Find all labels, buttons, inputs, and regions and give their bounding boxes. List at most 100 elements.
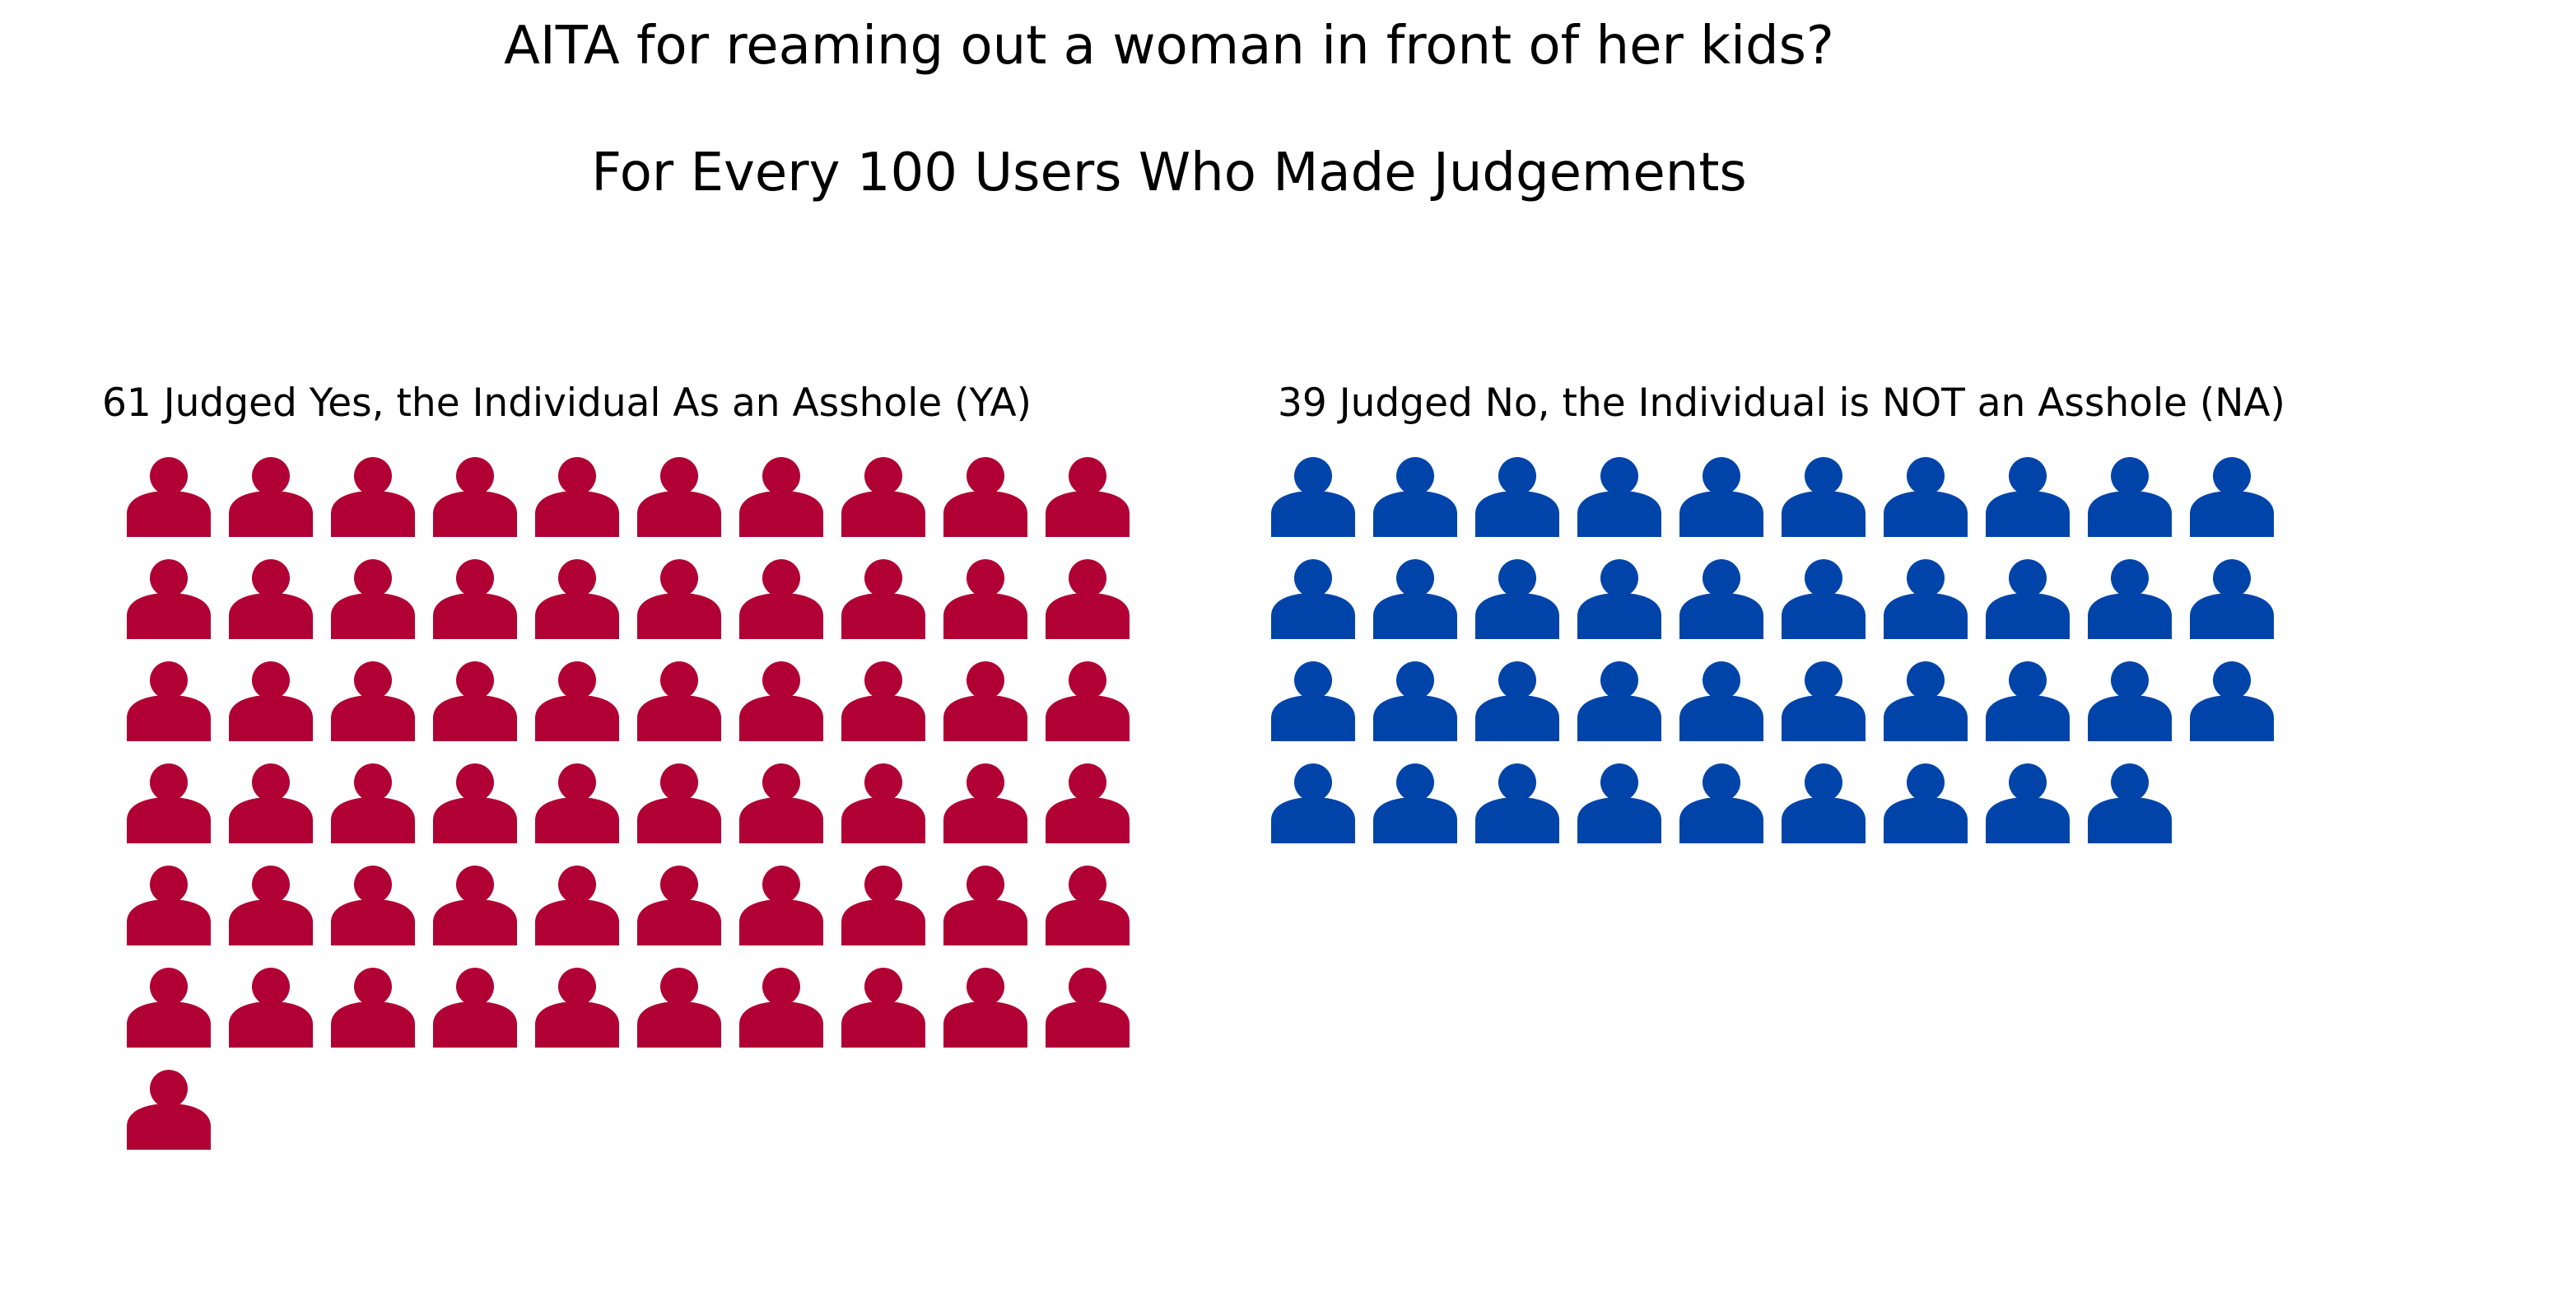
person-icon-ya-34 (433, 763, 517, 843)
person-icon-na-11 (1271, 559, 1355, 639)
person-icon-ya-7 (739, 457, 823, 537)
person-icon-na-28 (1986, 661, 2070, 741)
person-icon-ya-19 (943, 559, 1027, 639)
person-icon-na-5 (1679, 457, 1763, 537)
person-icon-na-23 (1475, 661, 1559, 741)
person-icon-ya-6 (637, 457, 721, 537)
person-icon-na-33 (1475, 763, 1559, 843)
person-icon-ya-33 (331, 763, 415, 843)
person-icon-ya-49 (943, 866, 1027, 945)
person-icon-ya-54 (433, 968, 517, 1048)
person-icon-na-10 (2190, 457, 2274, 537)
person-icon-ya-12 (229, 559, 313, 639)
panel-label-ya: 61 Judged Yes, the Individual As an Assh… (102, 380, 1032, 426)
person-icon-na-36 (1782, 763, 1866, 843)
person-icon-ya-36 (637, 763, 721, 843)
person-icon-na-38 (1986, 763, 2070, 843)
person-icon-ya-10 (1046, 457, 1130, 537)
person-icon-ya-28 (841, 661, 925, 741)
person-icon-ya-23 (331, 661, 415, 741)
person-icon-ya-20 (1046, 559, 1130, 639)
person-icon-na-34 (1577, 763, 1661, 843)
person-icon-na-15 (1679, 559, 1763, 639)
person-icon-na-20 (2190, 559, 2274, 639)
person-icon-ya-13 (331, 559, 415, 639)
person-icon-ya-5 (535, 457, 619, 537)
person-icon-na-17 (1884, 559, 1968, 639)
person-icon-na-37 (1884, 763, 1968, 843)
person-icon-ya-9 (943, 457, 1027, 537)
person-icon-ya-11 (127, 559, 211, 639)
person-icon-ya-35 (535, 763, 619, 843)
person-icon-ya-2 (229, 457, 313, 537)
person-icon-na-7 (1884, 457, 1968, 537)
person-icon-na-3 (1475, 457, 1559, 537)
person-icon-ya-53 (331, 968, 415, 1048)
person-icon-ya-37 (739, 763, 823, 843)
person-icon-ya-43 (331, 866, 415, 945)
person-icon-na-18 (1986, 559, 2070, 639)
person-icon-ya-39 (943, 763, 1027, 843)
person-icon-ya-61 (127, 1070, 211, 1150)
person-icon-na-39 (2088, 763, 2172, 843)
person-icon-ya-57 (739, 968, 823, 1048)
person-icon-na-22 (1373, 661, 1457, 741)
person-icon-na-31 (1271, 763, 1355, 843)
person-icon-na-32 (1373, 763, 1457, 843)
person-icon-ya-38 (841, 763, 925, 843)
person-icon-ya-41 (127, 866, 211, 945)
person-icon-ya-30 (1046, 661, 1130, 741)
person-icon-na-16 (1782, 559, 1866, 639)
person-icon-ya-55 (535, 968, 619, 1048)
chart-title: AITA for reaming out a woman in front of… (504, 16, 1834, 77)
person-icon-ya-14 (433, 559, 517, 639)
person-icon-ya-56 (637, 968, 721, 1048)
person-icon-ya-18 (841, 559, 925, 639)
person-icon-ya-48 (841, 866, 925, 945)
person-icon-ya-29 (943, 661, 1027, 741)
person-icon-ya-1 (127, 457, 211, 537)
person-icon-ya-8 (841, 457, 925, 537)
person-icon-na-9 (2088, 457, 2172, 537)
chart-subtitle: For Every 100 Users Who Made Judgements (591, 142, 1747, 203)
person-icon-ya-44 (433, 866, 517, 945)
person-icon-na-1 (1271, 457, 1355, 537)
person-icon-na-19 (2088, 559, 2172, 639)
person-icon-na-24 (1577, 661, 1661, 741)
person-icon-na-4 (1577, 457, 1661, 537)
person-icon-ya-42 (229, 866, 313, 945)
person-icon-na-12 (1373, 559, 1457, 639)
person-icon-ya-46 (637, 866, 721, 945)
person-icon-ya-3 (331, 457, 415, 537)
person-icon-na-35 (1679, 763, 1763, 843)
person-icon-ya-58 (841, 968, 925, 1048)
person-icon-ya-31 (127, 763, 211, 843)
person-icon-na-27 (1884, 661, 1968, 741)
person-icon-ya-16 (637, 559, 721, 639)
person-icon-ya-50 (1046, 866, 1130, 945)
person-icon-ya-26 (637, 661, 721, 741)
person-icon-ya-4 (433, 457, 517, 537)
person-icon-ya-47 (739, 866, 823, 945)
person-icon-ya-59 (943, 968, 1027, 1048)
person-icon-ya-32 (229, 763, 313, 843)
person-icon-ya-51 (127, 968, 211, 1048)
panel-label-na: 39 Judged No, the Individual is NOT an A… (1278, 380, 2285, 426)
person-icon-na-6 (1782, 457, 1866, 537)
person-icon-ya-25 (535, 661, 619, 741)
person-icon-ya-24 (433, 661, 517, 741)
person-icon-na-26 (1782, 661, 1866, 741)
person-icon-na-2 (1373, 457, 1457, 537)
person-icon-ya-27 (739, 661, 823, 741)
person-icon-na-25 (1679, 661, 1763, 741)
person-icon-ya-52 (229, 968, 313, 1048)
person-icon-na-13 (1475, 559, 1559, 639)
person-icon-ya-60 (1046, 968, 1130, 1048)
person-icon-na-14 (1577, 559, 1661, 639)
person-icon-na-8 (1986, 457, 2070, 537)
person-icon-na-29 (2088, 661, 2172, 741)
person-icon-ya-21 (127, 661, 211, 741)
person-icon-na-30 (2190, 661, 2274, 741)
